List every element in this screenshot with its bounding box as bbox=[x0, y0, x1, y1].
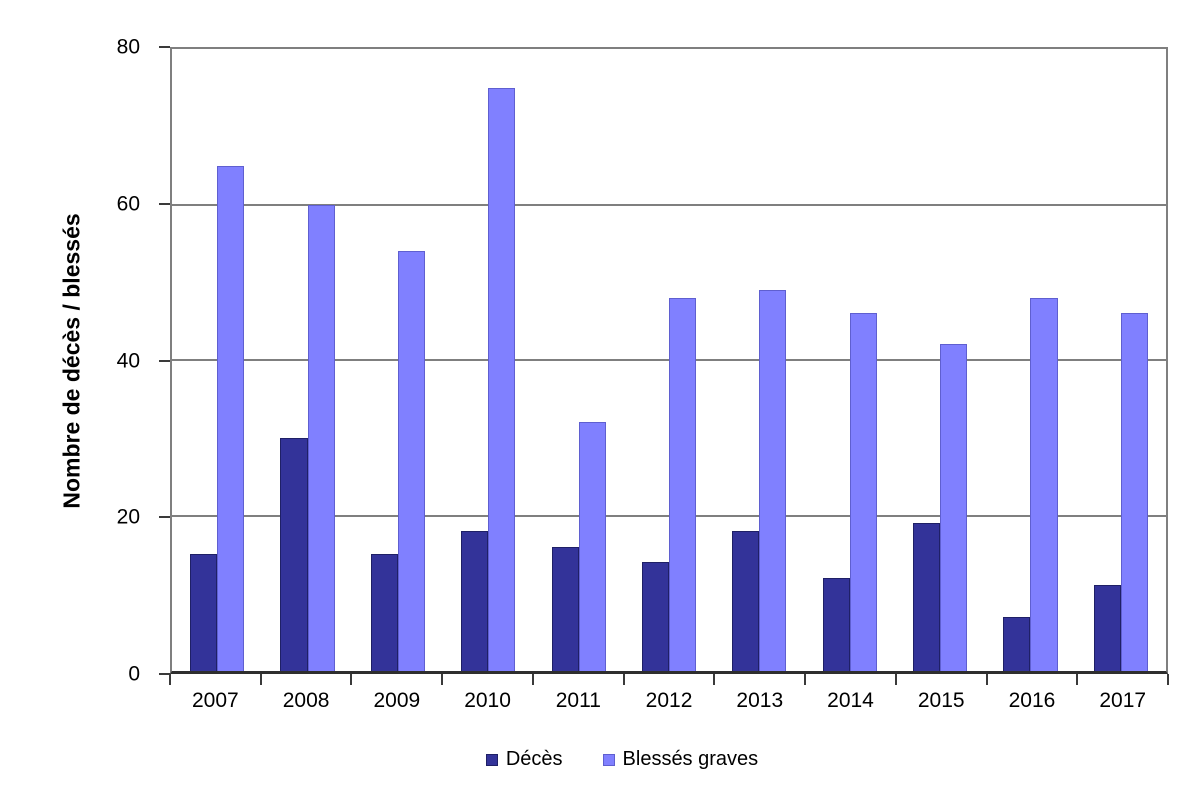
bar-deces-2015 bbox=[912, 523, 941, 671]
x-tick-label-2010: 2010 bbox=[464, 689, 511, 712]
category-2012 bbox=[624, 49, 714, 671]
x-tick-label-2015: 2015 bbox=[917, 689, 965, 712]
bar-blesses-graves-2017 bbox=[1120, 313, 1148, 671]
category-2010 bbox=[443, 49, 533, 671]
bar-deces-2012 bbox=[641, 562, 669, 671]
x-tick-mark-0 bbox=[169, 674, 171, 685]
category-2017 bbox=[1076, 49, 1166, 671]
legend-label-deces: Décès bbox=[505, 748, 563, 770]
x-tick-label-2007: 2007 bbox=[192, 689, 239, 712]
x-tick-label-2012: 2012 bbox=[645, 689, 693, 712]
legend-swatch-deces bbox=[485, 753, 498, 766]
bar-pair-2011 bbox=[551, 49, 606, 671]
bar-deces-2017 bbox=[1093, 585, 1121, 671]
bar-pair-2010 bbox=[461, 49, 516, 671]
bar-deces-2010 bbox=[461, 531, 489, 671]
category-2015 bbox=[895, 49, 985, 671]
y-tick-mark-80 bbox=[159, 46, 170, 48]
category-2007 bbox=[172, 49, 262, 671]
bar-blesses-graves-2015 bbox=[940, 344, 968, 671]
y-tick-label-80: 80 bbox=[116, 35, 140, 59]
category-2016 bbox=[985, 49, 1075, 671]
category-2009 bbox=[353, 49, 443, 671]
x-tick-mark-11 bbox=[1167, 674, 1169, 685]
bar-blesses-graves-2010 bbox=[488, 87, 516, 671]
bar-deces-2016 bbox=[1003, 616, 1031, 671]
y-tick-label-60: 60 bbox=[116, 192, 140, 216]
x-tick-mark-7 bbox=[804, 674, 807, 685]
y-tick-mark-0 bbox=[159, 673, 170, 675]
category-2011 bbox=[533, 49, 623, 671]
bar-blesses-graves-2009 bbox=[397, 251, 425, 671]
gridline-60 bbox=[172, 203, 1166, 206]
bar-deces-2009 bbox=[370, 554, 398, 671]
y-tick-label-20: 20 bbox=[116, 505, 140, 529]
bar-deces-2008 bbox=[280, 437, 308, 671]
x-tick-mark-1 bbox=[259, 674, 262, 685]
y-tick-mark-60 bbox=[159, 202, 170, 205]
bar-pair-2009 bbox=[370, 49, 425, 671]
x-tick-mark-5 bbox=[622, 674, 625, 685]
x-axis-tick-marks bbox=[169, 674, 1169, 685]
bar-pair-2015 bbox=[912, 49, 968, 671]
category-2014 bbox=[805, 49, 895, 671]
x-tick-label-2009: 2009 bbox=[373, 689, 421, 712]
x-tick-mark-2 bbox=[350, 674, 353, 685]
x-tick-mark-4 bbox=[531, 674, 534, 685]
bar-pair-2017 bbox=[1093, 49, 1148, 671]
bar-pair-2012 bbox=[641, 49, 697, 671]
bar-blesses-graves-2013 bbox=[759, 290, 787, 671]
x-tick-label-2016: 2016 bbox=[1008, 689, 1056, 712]
legend: Décès Blessés graves bbox=[0, 748, 1200, 771]
y-tick-mark-20 bbox=[159, 516, 170, 519]
x-tick-mark-10 bbox=[1076, 674, 1079, 685]
x-tick-mark-8 bbox=[894, 674, 897, 685]
y-tick-mark-40 bbox=[159, 359, 170, 362]
y-tick-label-0: 0 bbox=[128, 662, 140, 686]
x-tick-mark-3 bbox=[441, 674, 444, 685]
x-tick-label-2014: 2014 bbox=[827, 689, 874, 712]
y-axis-title: Nombre de décès / blessés bbox=[58, 213, 85, 509]
bar-series-area bbox=[172, 49, 1166, 671]
x-tick-label-2011: 2011 bbox=[555, 689, 601, 712]
legend-item-blesses-graves: Blessés graves bbox=[602, 748, 759, 771]
bar-pair-2016 bbox=[1003, 49, 1058, 671]
bar-deces-2014 bbox=[822, 577, 850, 671]
x-tick-label-2017: 2017 bbox=[1099, 689, 1147, 712]
legend-label-blesses-graves: Blessés graves bbox=[622, 748, 759, 770]
y-tick-label-40: 40 bbox=[116, 349, 140, 372]
category-2013 bbox=[714, 49, 804, 671]
x-tick-label-2008: 2008 bbox=[282, 689, 330, 712]
legend-item-deces: Décès bbox=[485, 748, 563, 771]
y-axis-tick-labels: 0 20 40 60 80 bbox=[90, 37, 150, 685]
bar-deces-2013 bbox=[732, 531, 760, 671]
bar-blesses-graves-2014 bbox=[849, 313, 877, 671]
x-axis-tick-labels: 2007 2008 2009 2010 2011 2012 2013 2014 2015 2016… bbox=[170, 689, 1168, 713]
bar-blesses-graves-2016 bbox=[1030, 297, 1058, 671]
x-tick-label-2013: 2013 bbox=[736, 689, 784, 712]
bar-deces-2007 bbox=[190, 554, 218, 671]
bar-blesses-graves-2008 bbox=[307, 204, 335, 671]
bar-blesses-graves-2007 bbox=[217, 165, 245, 671]
bar-pair-2007 bbox=[190, 49, 245, 671]
bar-pair-2014 bbox=[822, 49, 877, 671]
plot-area bbox=[170, 47, 1168, 674]
category-2008 bbox=[262, 49, 352, 671]
bar-blesses-graves-2012 bbox=[668, 297, 697, 671]
x-tick-mark-9 bbox=[985, 674, 988, 685]
y-axis-tick-marks bbox=[159, 46, 170, 675]
legend-swatch-blesses-graves bbox=[602, 753, 615, 766]
x-tick-mark-6 bbox=[713, 674, 716, 685]
bar-deces-2011 bbox=[551, 546, 579, 671]
bar-pair-2013 bbox=[732, 49, 787, 671]
bar-blesses-graves-2011 bbox=[578, 422, 606, 671]
bar-pair-2008 bbox=[280, 49, 335, 671]
